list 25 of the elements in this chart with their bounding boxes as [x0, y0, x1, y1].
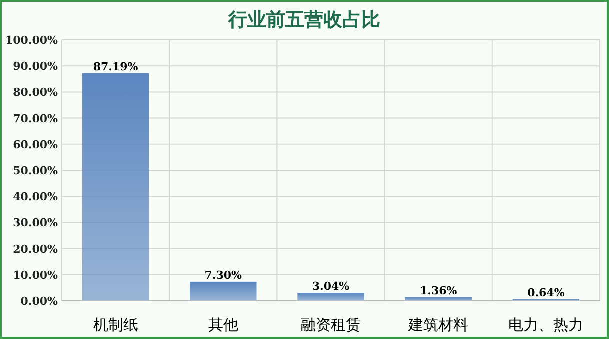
x-tick-label: 其他: [208, 316, 238, 334]
x-tick-label: 建筑材料: [408, 316, 469, 334]
x-tick-label: 机制纸: [93, 316, 138, 334]
x-tick-label: 融资租赁: [301, 316, 361, 334]
data-label: 0.64%: [528, 286, 566, 300]
bar: [190, 282, 257, 301]
y-tick-label: 40.00%: [13, 190, 59, 204]
y-tick-label: 50.00%: [13, 164, 59, 178]
y-tick-label: 70.00%: [13, 112, 59, 126]
y-tick-label: 30.00%: [13, 216, 59, 230]
bar: [82, 73, 150, 301]
data-label: 7.30%: [204, 268, 243, 282]
y-tick-label: 60.00%: [13, 138, 59, 152]
chart-title: 行业前五营收占比: [228, 9, 380, 31]
y-tick-label: 20.00%: [13, 242, 59, 256]
y-tick-label: 0.00%: [20, 295, 59, 308]
y-tick-label: 90.00%: [13, 60, 59, 74]
x-tick-label: 电力、热力: [508, 316, 584, 334]
data-label: 87.19%: [93, 60, 139, 74]
y-tick-label: 10.00%: [13, 268, 59, 282]
bar: [298, 293, 364, 301]
data-label: 1.36%: [420, 284, 458, 298]
y-tick-label: 100.00%: [5, 34, 59, 47]
y-tick-label: 80.00%: [13, 86, 59, 100]
data-label: 3.04%: [312, 280, 350, 294]
